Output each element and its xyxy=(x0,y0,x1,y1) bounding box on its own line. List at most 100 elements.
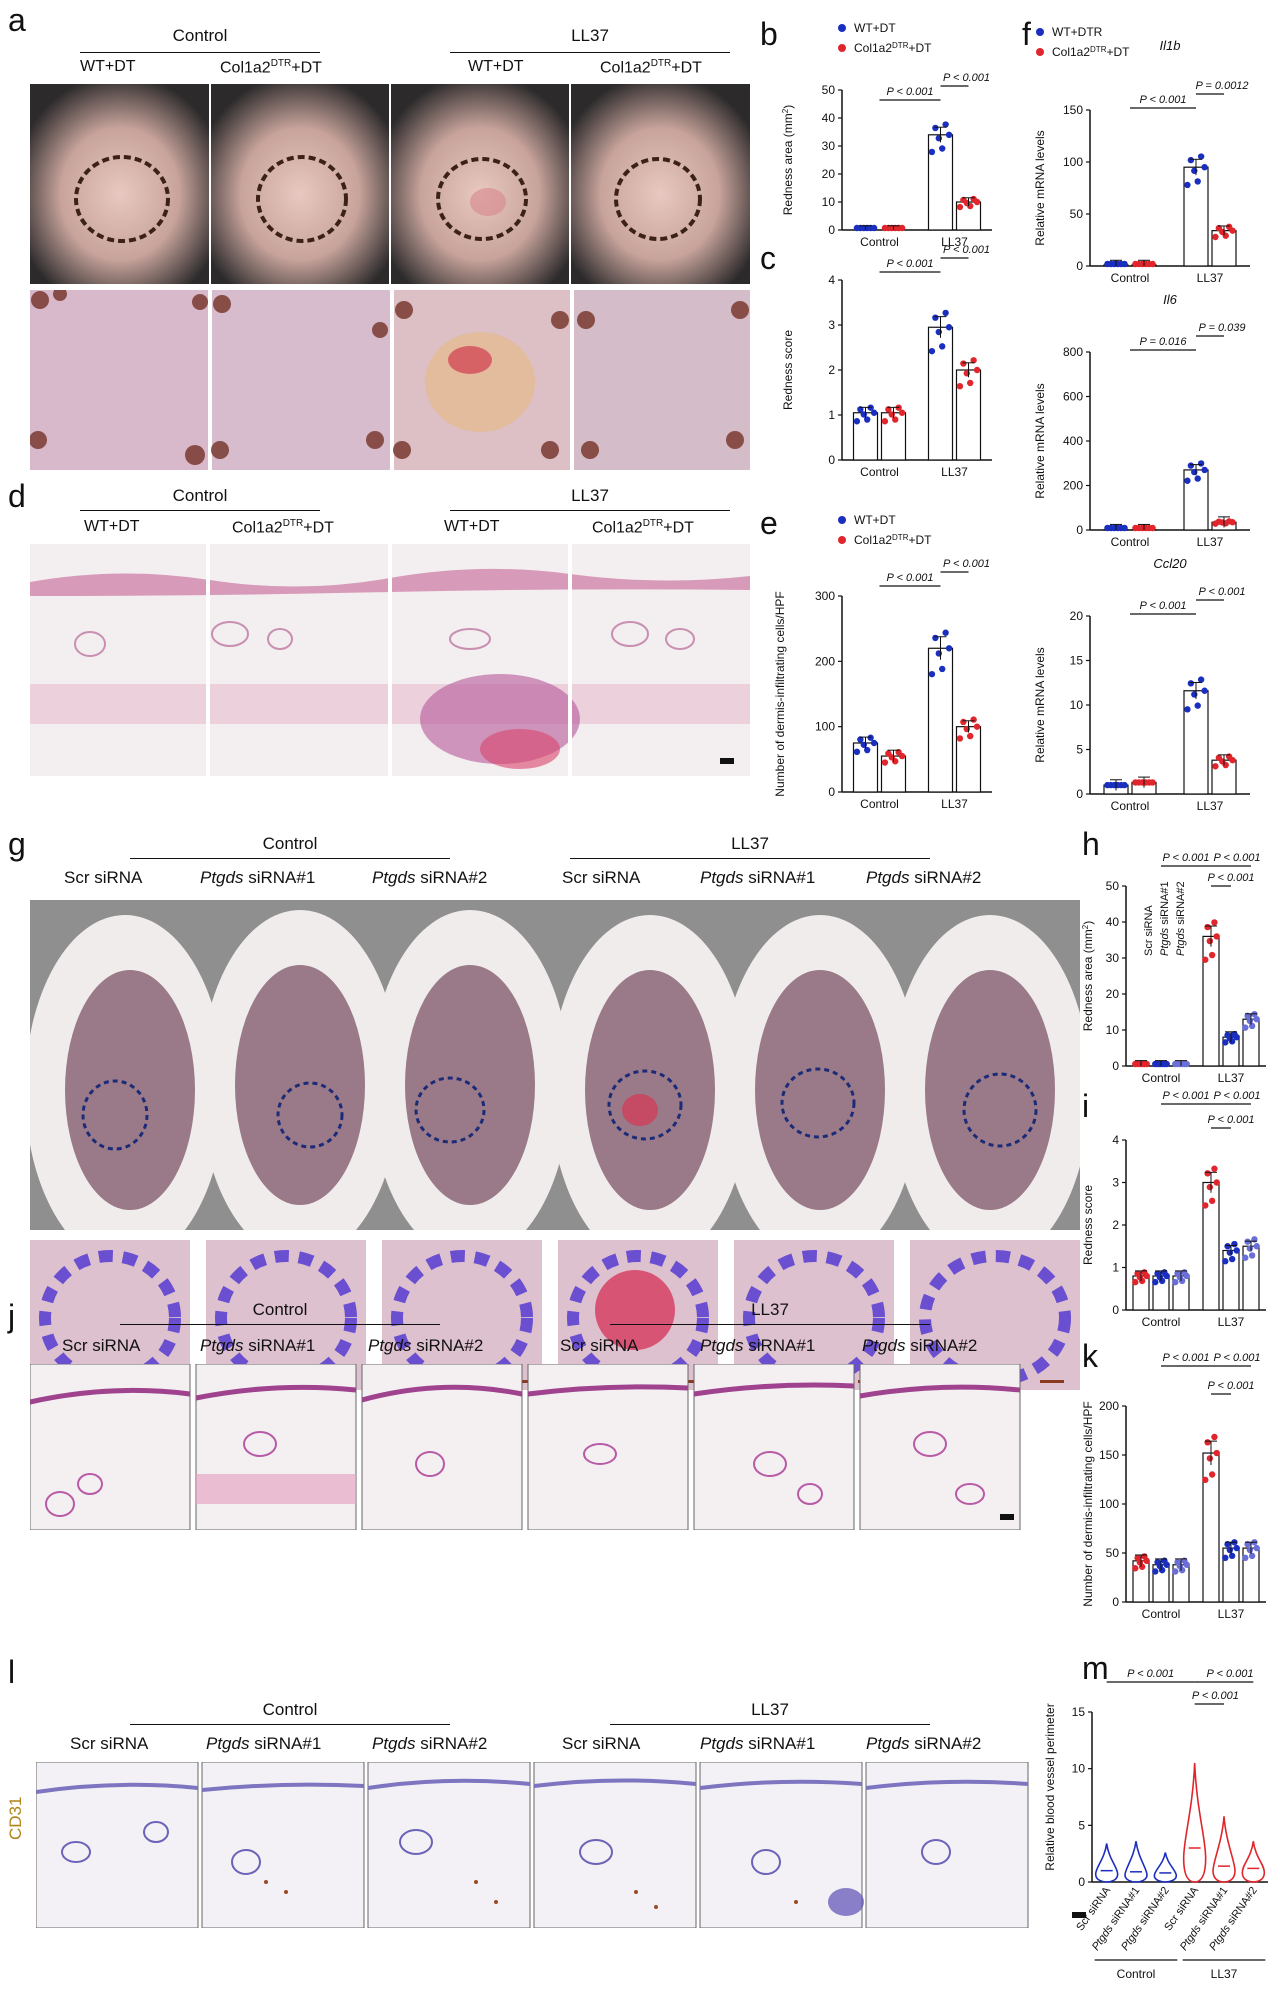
data-point xyxy=(1212,763,1218,769)
data-point xyxy=(946,645,952,651)
p-value-label: P < 0.001 xyxy=(1208,872,1255,884)
data-point xyxy=(1201,467,1207,473)
y-tick-label: 100 xyxy=(1063,155,1083,169)
x-tick-label: Control xyxy=(1142,1071,1181,1085)
y-tick-label: 10 xyxy=(1072,1762,1086,1776)
violin xyxy=(1184,1763,1206,1882)
x-tick-label: LL37 xyxy=(1197,271,1224,285)
data-point xyxy=(1152,1279,1158,1285)
data-point xyxy=(936,650,942,656)
p-value-label: P < 0.001 xyxy=(1163,1352,1210,1364)
p-value-label: P < 0.001 xyxy=(1208,1114,1255,1126)
data-point xyxy=(1222,1555,1228,1561)
condition-label: Ptgds siRNA#1 xyxy=(700,1336,815,1356)
p-value-label: P = 0.016 xyxy=(1140,336,1188,348)
y-tick-label: 0 xyxy=(1076,523,1083,537)
violin xyxy=(1154,1853,1176,1882)
condition-label: Col1a2DTR+DT xyxy=(232,518,334,537)
group-header-ll37-d: LL37 xyxy=(450,486,730,506)
data-point xyxy=(1198,153,1204,159)
data-point xyxy=(964,726,970,732)
p-value-label: P < 0.001 xyxy=(1199,586,1246,598)
chart-title: Ccl20 xyxy=(1153,556,1187,571)
data-point xyxy=(899,410,905,416)
legend-label: Col1a2DTR+DT xyxy=(854,41,932,56)
y-tick-label: 3 xyxy=(1112,1176,1119,1190)
data-point xyxy=(974,367,980,373)
data-point xyxy=(1223,762,1229,768)
legend-label: Scr siRNA xyxy=(1143,905,1155,956)
data-point xyxy=(1191,168,1197,174)
y-tick-label: 800 xyxy=(1063,345,1083,359)
he-stained-sections xyxy=(30,544,750,776)
data-point xyxy=(1144,1273,1150,1279)
y-tick-label: 10 xyxy=(1070,698,1084,712)
y-tick-label: 2 xyxy=(1112,1218,1119,1232)
y-tick-label: 200 xyxy=(815,654,835,668)
condition-label: Col1a2DTR+DT xyxy=(220,58,322,77)
data-point xyxy=(1214,1179,1220,1185)
y-tick-label: 0 xyxy=(828,223,835,237)
data-point xyxy=(960,719,966,725)
y-tick-label: 50 xyxy=(1070,207,1084,221)
data-point xyxy=(1209,1198,1215,1204)
condition-label: Ptgds siRNA#1 xyxy=(700,1734,815,1754)
data-point xyxy=(939,145,945,151)
data-point xyxy=(1184,706,1190,712)
y-tick-label: 0 xyxy=(1112,1595,1119,1609)
data-point xyxy=(1121,261,1127,267)
x-tick-label: LL37 xyxy=(1218,1071,1245,1085)
condition-label: Ptgds siRNA#2 xyxy=(372,1734,487,1754)
data-point xyxy=(1202,1202,1208,1208)
data-point xyxy=(1152,1568,1158,1574)
y-tick-label: 3 xyxy=(828,318,835,332)
y-tick-label: 4 xyxy=(828,273,835,287)
condition-label: Scr siRNA xyxy=(64,868,142,888)
data-point xyxy=(942,630,948,636)
data-point xyxy=(1121,782,1127,788)
p-value-label: P < 0.001 xyxy=(887,86,934,98)
data-point xyxy=(1179,1278,1185,1284)
y-tick-label: 4 xyxy=(1112,1133,1119,1147)
y-axis-label: Number of dermis-infiltrating cells/HPF xyxy=(1081,1401,1095,1606)
mouse-back-photo-strip xyxy=(30,84,750,284)
data-point xyxy=(967,380,973,386)
condition-label: WT+DT xyxy=(84,518,140,536)
x-tick-label: Control xyxy=(1111,799,1150,813)
data-point xyxy=(1249,1252,1255,1258)
legend-marker xyxy=(1036,28,1044,36)
y-axis-label: Relative mRNA levels xyxy=(1033,130,1047,245)
x-tick-label: Control xyxy=(1142,1315,1181,1329)
y-axis-label: Relative blood vessel perimeter xyxy=(1043,1703,1057,1870)
y-tick-label: 600 xyxy=(1063,390,1083,404)
data-point xyxy=(1209,952,1215,958)
skin-closeup-strip-a xyxy=(30,290,750,470)
x-tick-label: Control xyxy=(1111,271,1150,285)
data-point xyxy=(871,740,877,746)
data-point xyxy=(1188,680,1194,686)
data-point xyxy=(1172,1279,1178,1285)
condition-label: Ptgds siRNA#1 xyxy=(200,1336,315,1356)
panel-label-d: d xyxy=(8,478,26,515)
data-point xyxy=(1212,234,1218,240)
ihc-strip-l xyxy=(36,1762,1090,1928)
data-point xyxy=(1202,957,1208,963)
y-tick-label: 50 xyxy=(822,83,836,97)
data-point xyxy=(1149,261,1155,267)
group-header-ll37-g: LL37 xyxy=(570,834,930,854)
data-point xyxy=(1184,1562,1190,1568)
condition-label: Col1a2DTR+DT xyxy=(592,518,694,537)
six-mice-photo xyxy=(30,900,1080,1230)
data-point xyxy=(946,324,952,330)
y-axis-label: Number of dermis-infiltrating cells/HPF xyxy=(773,591,787,796)
panel-label-l: l xyxy=(8,1654,15,1691)
stain-label-cd31: CD31 xyxy=(6,1780,30,1840)
data-point xyxy=(1234,1247,1240,1253)
group-header-ll37-a: LL37 xyxy=(450,26,730,46)
